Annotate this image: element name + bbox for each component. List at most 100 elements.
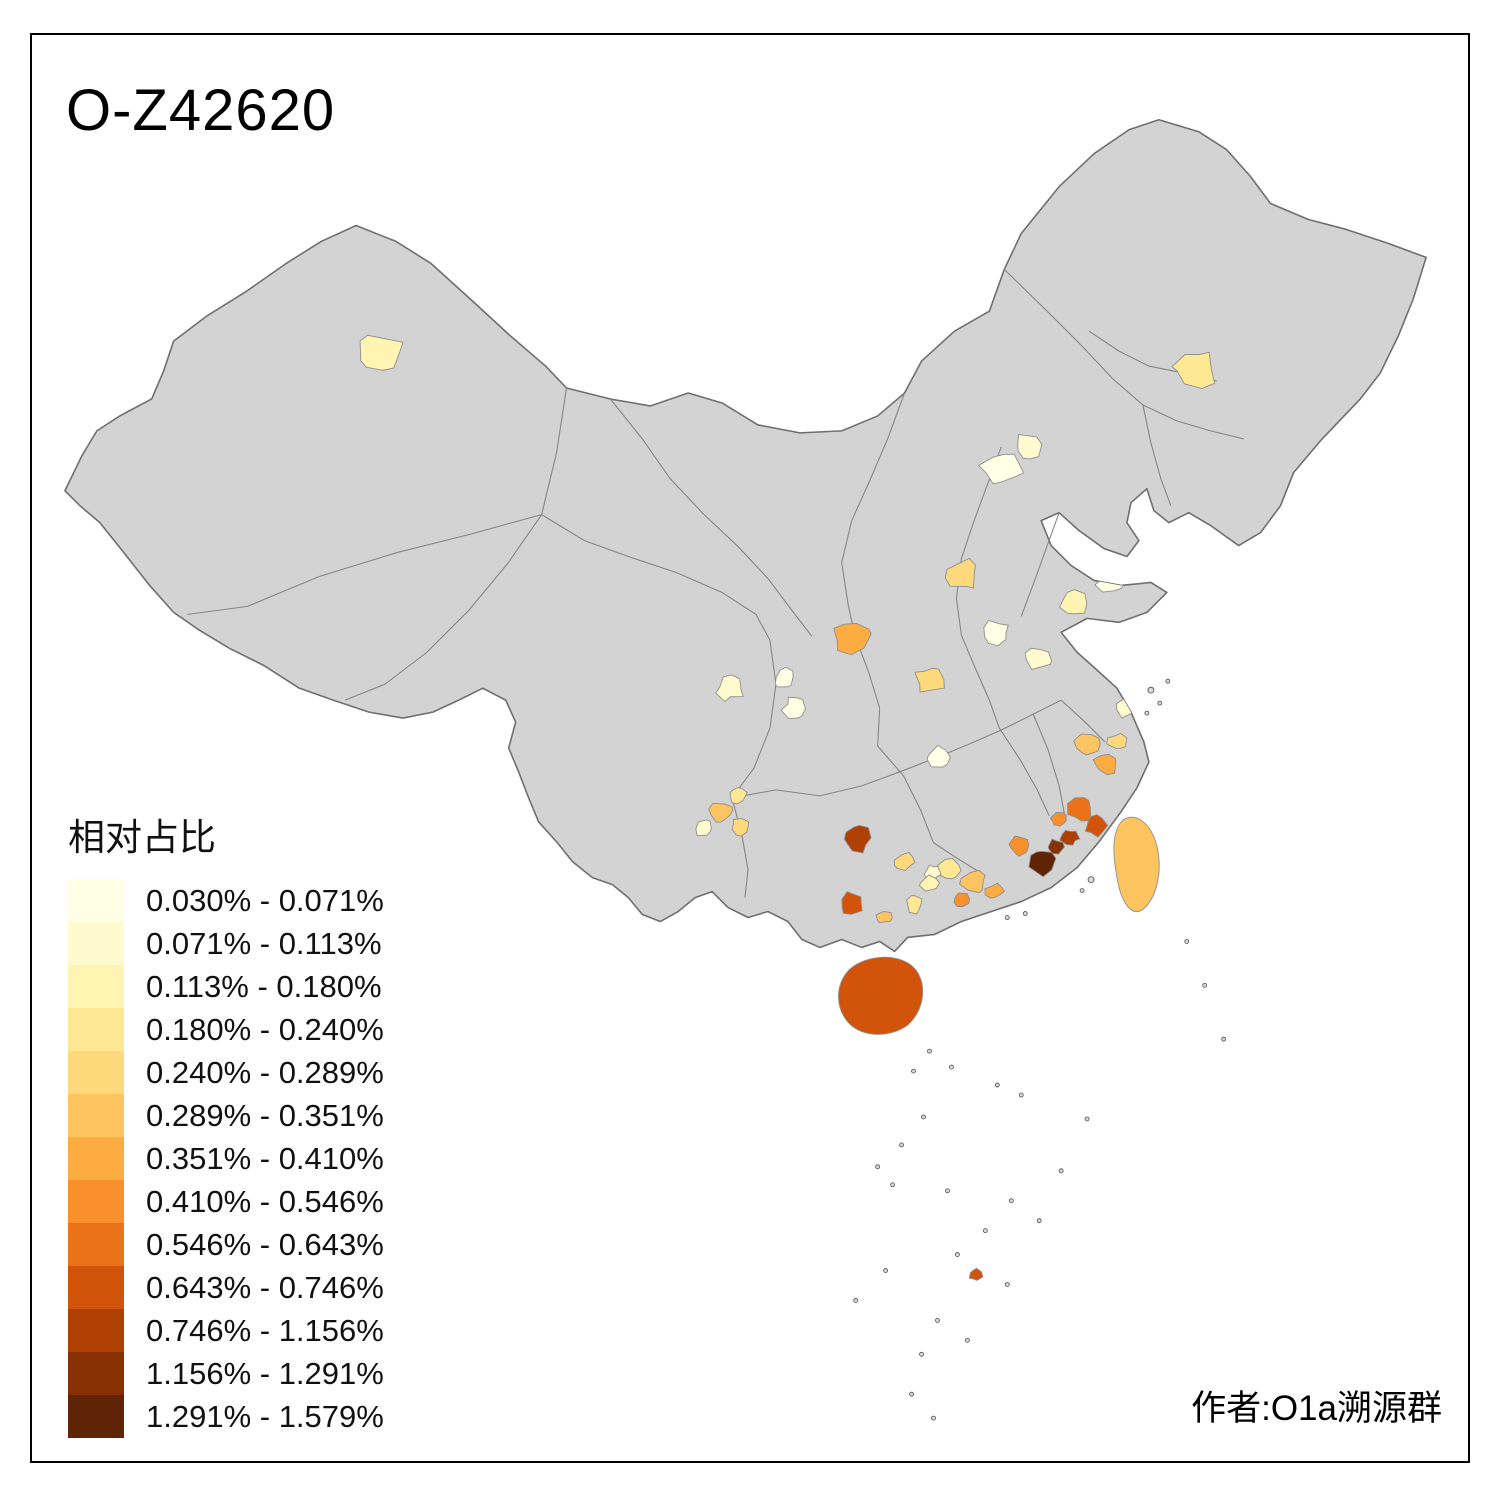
legend-item: 0.071% - 0.113% bbox=[68, 922, 384, 965]
legend-swatch bbox=[68, 1309, 124, 1352]
map-region bbox=[731, 818, 750, 837]
map-region bbox=[715, 674, 744, 703]
legend-range-label: 0.746% - 1.156% bbox=[146, 1312, 384, 1348]
legend-swatch bbox=[68, 1137, 124, 1180]
islet bbox=[927, 1048, 932, 1054]
legend-range-label: 0.071% - 0.113% bbox=[146, 925, 382, 961]
islet bbox=[1157, 700, 1163, 706]
legend-swatch bbox=[68, 879, 124, 922]
map-region bbox=[1059, 589, 1088, 615]
map-region bbox=[729, 786, 748, 805]
legend-swatch bbox=[68, 922, 124, 965]
legend-range-label: 0.180% - 0.240% bbox=[146, 1011, 384, 1047]
map-region bbox=[1126, 683, 1145, 701]
map-region bbox=[1092, 753, 1116, 776]
legend-swatch bbox=[68, 1395, 124, 1438]
map-region bbox=[1017, 434, 1043, 460]
map-region bbox=[906, 895, 923, 915]
islet bbox=[853, 1298, 859, 1303]
attribution: 作者:O1a溯源群 bbox=[1191, 1389, 1442, 1428]
map-region bbox=[695, 819, 712, 837]
legend-swatch bbox=[68, 1008, 124, 1051]
map-region bbox=[780, 696, 807, 720]
map-region bbox=[774, 666, 794, 688]
legend-swatch bbox=[68, 1051, 124, 1094]
map-region bbox=[1082, 624, 1105, 649]
islet bbox=[1221, 1036, 1227, 1042]
taiwan-region bbox=[1113, 816, 1160, 912]
page-title: O-Z42620 bbox=[66, 78, 336, 143]
islet bbox=[935, 1318, 940, 1323]
legend-items: 0.030% - 0.071% 0.071% - 0.113% 0.113% - 0… bbox=[68, 879, 384, 1438]
china-choropleth-map bbox=[64, 118, 1427, 1421]
map-region bbox=[1171, 351, 1216, 389]
legend-range-label: 0.113% - 0.180% bbox=[146, 968, 382, 1004]
islet bbox=[1018, 1092, 1024, 1098]
map-region bbox=[833, 622, 872, 656]
islet bbox=[919, 1351, 924, 1357]
islet bbox=[1087, 876, 1095, 884]
map-region bbox=[1059, 829, 1081, 846]
islet bbox=[1036, 1218, 1042, 1224]
map-region bbox=[944, 557, 976, 589]
map-region bbox=[1008, 835, 1030, 857]
legend-item: 0.113% - 0.180% bbox=[68, 965, 384, 1008]
map-region bbox=[968, 1267, 984, 1281]
small-islands-layer bbox=[853, 678, 1227, 1421]
legend-range-label: 1.156% - 1.291% bbox=[146, 1355, 384, 1391]
map-region bbox=[841, 891, 863, 915]
legend-swatch bbox=[68, 1266, 124, 1309]
legend-range-label: 0.643% - 0.746% bbox=[146, 1269, 384, 1305]
map-region bbox=[843, 825, 872, 854]
legend-item: 0.030% - 0.071% bbox=[68, 879, 384, 922]
map-region bbox=[875, 911, 893, 924]
legend-title: 相对占比 bbox=[68, 817, 216, 858]
legend-range-label: 0.410% - 0.546% bbox=[146, 1183, 384, 1219]
islet bbox=[1202, 982, 1208, 988]
legend-item: 0.180% - 0.240% bbox=[68, 1008, 384, 1051]
legend-item: 0.746% - 1.156% bbox=[68, 1309, 384, 1352]
legend-item: 0.289% - 0.351% bbox=[68, 1094, 384, 1137]
islet bbox=[1084, 1116, 1090, 1122]
map-region bbox=[1073, 733, 1101, 756]
legend-range-label: 0.546% - 0.643% bbox=[146, 1226, 384, 1262]
map-region bbox=[918, 874, 941, 892]
legend-range-label: 0.240% - 0.289% bbox=[146, 1054, 384, 1090]
islet bbox=[1165, 678, 1171, 684]
islet bbox=[1058, 1168, 1064, 1174]
islet bbox=[982, 1228, 988, 1234]
figure-frame: O-Z42620 相对占比 0.030% - 0.071% 0.071% - 0.… bbox=[30, 33, 1470, 1463]
islet bbox=[909, 1391, 914, 1397]
islet bbox=[890, 1182, 895, 1188]
map-region bbox=[914, 667, 945, 693]
map-region bbox=[983, 619, 1009, 647]
islet bbox=[1147, 686, 1155, 694]
legend-item: 0.351% - 0.410% bbox=[68, 1137, 384, 1180]
map-region bbox=[1049, 812, 1067, 827]
map-region bbox=[926, 744, 951, 768]
province-borders bbox=[187, 268, 1244, 898]
islet bbox=[1008, 1198, 1014, 1204]
islet bbox=[945, 1188, 950, 1194]
map-region bbox=[977, 453, 1025, 485]
legend-range-label: 0.351% - 0.410% bbox=[146, 1140, 384, 1176]
islet bbox=[994, 1082, 1000, 1088]
legend-range-label: 0.030% - 0.071% bbox=[146, 882, 384, 918]
islet bbox=[911, 1068, 916, 1074]
map-region bbox=[1028, 850, 1057, 878]
legend-item: 0.240% - 0.289% bbox=[68, 1051, 384, 1094]
islet bbox=[1022, 911, 1028, 916]
islet bbox=[883, 1268, 889, 1273]
islet bbox=[1004, 915, 1010, 920]
map-region bbox=[893, 851, 916, 872]
map-region bbox=[1106, 732, 1128, 749]
island-region-layer bbox=[838, 816, 1160, 1281]
legend-swatch bbox=[68, 1352, 124, 1395]
map-region bbox=[708, 802, 734, 823]
map-region bbox=[359, 334, 404, 371]
islet bbox=[955, 1252, 960, 1257]
map-region bbox=[984, 882, 1006, 899]
map-region bbox=[959, 869, 986, 894]
islet bbox=[1184, 939, 1190, 944]
legend-swatch bbox=[68, 1180, 124, 1223]
